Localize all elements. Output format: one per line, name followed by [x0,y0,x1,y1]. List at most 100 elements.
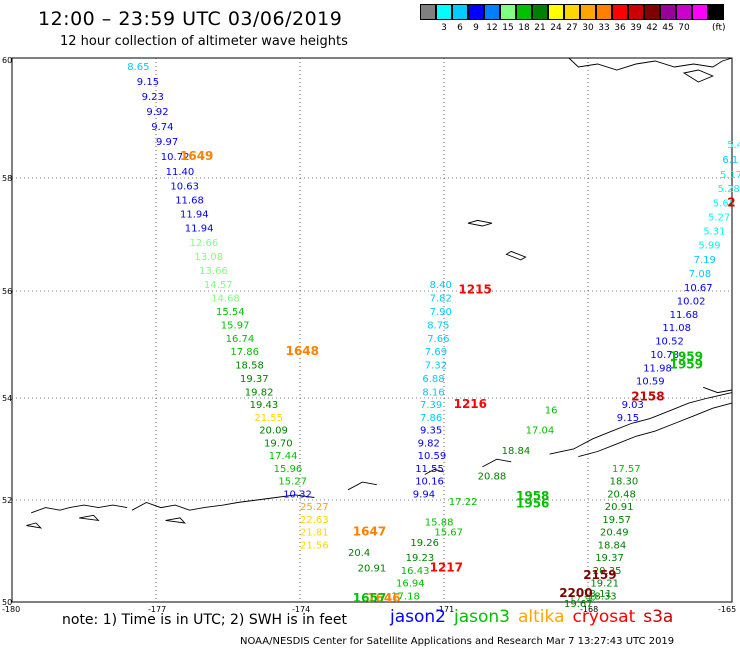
wave-height-value: 12.66 [190,238,219,249]
coastline-layer [26,57,733,529]
wave-height-value: 19.82 [245,387,274,398]
wave-height-value: 8.65 [127,62,149,73]
scale-swatch [516,4,532,20]
lat-tick-label: 50 [2,598,12,607]
lon-tick-label: -171 [436,605,454,614]
wave-height-value: 7.19 [694,255,716,266]
wave-height-value: 9.94 [413,490,435,501]
time-label: 1646 [367,591,400,605]
time-label: 1648 [286,344,319,358]
wave-height-value: 15.97 [221,321,250,332]
wave-height-value: 11.68 [670,310,699,321]
wave-height-value: 9.35 [420,426,442,437]
wave-height-value: 25.27 [300,502,329,513]
scale-swatch [532,4,548,20]
scale-label: 39 [630,23,642,33]
scale-label: 3 [441,23,447,33]
scale-swatch [596,4,612,20]
wave-height-value: 9.92 [146,107,168,118]
lon-tick-label: -174 [292,605,310,614]
wave-height-value: 10.67 [684,283,713,294]
wave-height-value: 8.75 [427,321,449,332]
scale-label: 24 [550,23,562,33]
wave-height-value: 18.58 [235,361,264,372]
aleutian-island [347,481,377,491]
scale-swatch [436,4,452,20]
wave-height-value: 10.16 [415,477,444,488]
wave-height-value: 19.26 [410,538,439,549]
scale-swatch [468,4,484,20]
scale-swatch [660,4,676,20]
wave-height-value: 15.88 [425,518,454,529]
time-label: 1657 [353,591,386,605]
wave-height-value: 7.32 [425,361,447,372]
wave-height-value: 9.15 [617,413,639,424]
wave-height-value: 21.55 [254,413,283,424]
unimak-coast [703,386,733,394]
wave-height-value: 10.02 [677,296,706,307]
wave-height-value: 9.03 [622,400,644,411]
wave-height-value: 8.16 [422,387,444,398]
time-label: 1649 [180,149,213,163]
wave-height-value: 20.49 [600,528,629,539]
wave-height-value: 9.23 [142,92,164,103]
wave-height-value: 11.68 [175,195,204,206]
lat-tick-label: 58 [2,174,12,183]
scale-unit: (ft) [712,23,726,33]
wave-height-value: 10.63 [170,181,199,192]
scale-label: 21 [534,23,546,33]
aleutian-islet [165,517,186,524]
scale-swatch [500,4,516,20]
time-label: 1956 [516,497,549,511]
wave-height-value: 16.94 [396,579,425,590]
wave-height-value: 9.82 [418,439,440,450]
wave-height-value: 7.86 [420,413,442,424]
map-title: 12:00 – 23:59 UTC 03/06/2019 [38,8,343,30]
lon-tick-label: -168 [580,605,598,614]
lon-tick-label: -180 [2,605,20,614]
wave-height-value: 18.30 [610,477,639,488]
fox-islands-coast [549,392,733,455]
lon-tick-label: -177 [148,605,166,614]
wave-height-value: 15.96 [274,464,303,475]
wave-height-value: 7.39 [420,400,442,411]
footer-credit: NOAA/NESDIS Center for Satellite Applica… [240,636,675,647]
wave-height-value: 7.66 [427,334,449,345]
time-label: 2 [727,195,735,209]
wave-height-value: 19.23 [406,553,435,564]
time-label: 2200 [559,586,592,600]
scale-label: 18 [518,23,530,33]
scale-label: 30 [582,23,594,33]
time-label: 2158 [631,390,664,404]
wave-height-value: 5.31 [703,227,725,238]
wave-height-value: 11.08 [662,323,691,334]
st-paul-island [467,219,493,227]
scale-swatch [708,4,724,20]
wave-height-value: 5.99 [698,241,720,252]
wave-height-value: 20.48 [607,490,636,501]
tick-layer: 60 58 56 54 52 50-180 -177 -174 -171 -168 -165 [2,56,736,614]
wave-height-value: 13.66 [199,266,228,277]
wave-height-value: 5.28 [718,184,740,195]
wave-height-value: 20.09 [259,426,288,437]
scale-label: 45 [662,23,674,33]
scale-label: 27 [566,23,578,33]
time-label: 1215 [458,283,491,297]
legend-entry: jason2 [390,607,446,627]
scale-label: 33 [598,23,610,33]
time-label: 1959 [670,350,703,364]
data-layer: 8.65 9.15 9.23 9.92 9.74 9.97 10.72 11.40 10.63 1… [127,62,740,610]
wave-height-value: 9.97 [156,137,178,148]
wave-height-value: 16 [545,405,558,416]
fox-islands-coast [578,402,733,458]
wave-height-value: 20.91 [605,502,634,513]
scale-swatch [692,4,708,20]
aleutian-island [424,468,445,475]
wave-height-value: 20.91 [358,563,387,574]
wave-height-value: 11.94 [185,224,214,235]
wave-height-value: 10.59 [636,377,665,388]
scale-swatch [676,4,692,20]
wave-height-value: 10.52 [655,337,684,348]
scale-swatch [644,4,660,20]
scale-label: 9 [473,23,479,33]
